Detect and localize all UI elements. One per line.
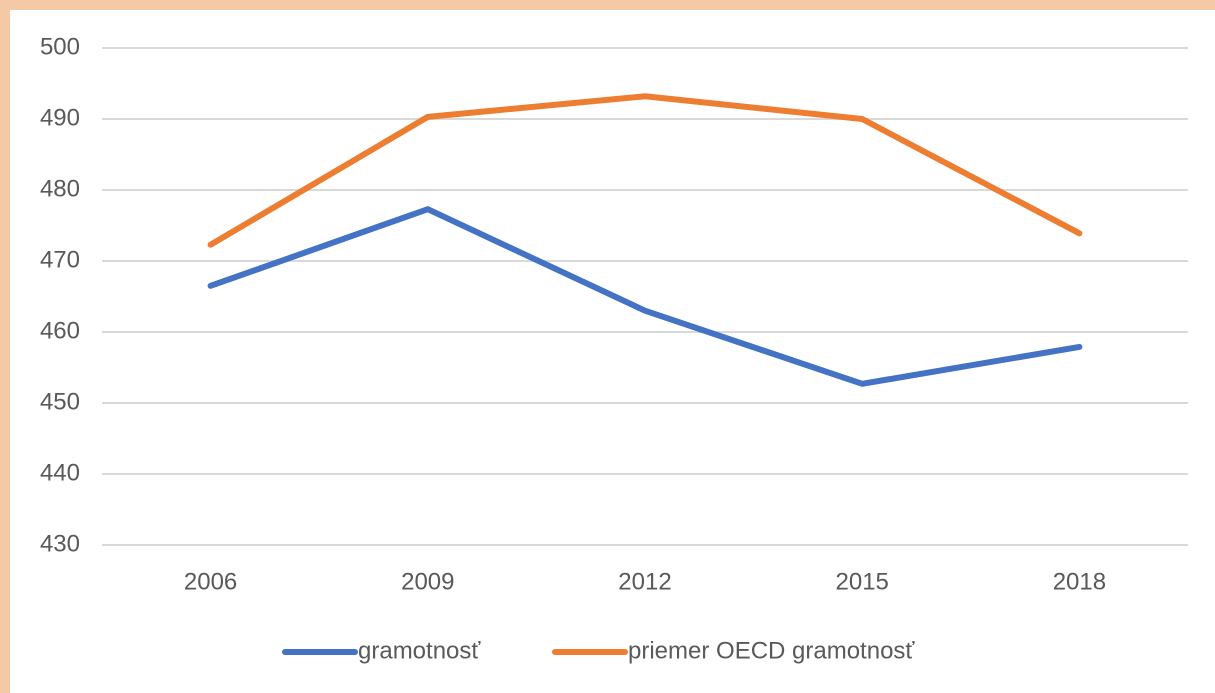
x-tick-label: 2006: [184, 568, 237, 595]
y-tick-label: 490: [40, 104, 80, 131]
y-tick-label: 480: [40, 175, 80, 202]
y-tick-label: 430: [40, 530, 80, 557]
y-tick-label: 440: [40, 459, 80, 486]
chart-area: [10, 10, 1215, 693]
x-tick-label: 2012: [618, 568, 671, 595]
series-line: [207, 93, 1083, 248]
x-tick-label: 2018: [1053, 568, 1106, 595]
x-tick-label: 2009: [401, 568, 454, 595]
y-tick-label: 470: [40, 246, 80, 273]
y-tick-label: 460: [40, 317, 80, 344]
series-line: [207, 206, 1083, 387]
y-tick-label: 450: [40, 388, 80, 415]
x-tick-label: 2015: [836, 568, 889, 595]
y-tick-label: 500: [40, 33, 80, 60]
legend-label: priemer OECD gramotnosť: [628, 637, 915, 664]
legend-label: gramotnosť: [358, 637, 481, 664]
